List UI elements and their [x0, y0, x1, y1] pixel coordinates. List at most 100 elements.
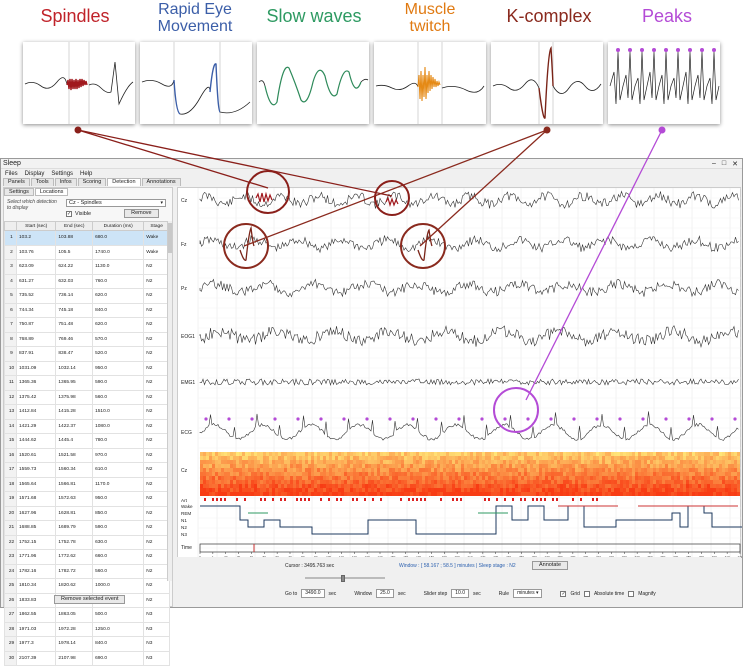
- spectrogram-cell: [257, 476, 260, 480]
- table-row[interactable]: 9 837.91 838.47 520.0 N2: [4, 346, 170, 362]
- spectrogram-cell: [239, 460, 242, 464]
- table-row[interactable]: 6 744.34 745.18 840.0 N2: [4, 302, 170, 318]
- spectrogram-cell: [620, 464, 623, 468]
- table-row[interactable]: 1 103.2 103.88 680.0 Wake: [4, 230, 170, 246]
- detection-select[interactable]: Cz - Spindles ▾: [66, 199, 166, 207]
- table-row[interactable]: 27 1862.55 1863.05 500.0 N3: [4, 607, 170, 623]
- tab-panels[interactable]: Panels: [3, 178, 30, 186]
- spectrogram-cell: [509, 476, 512, 480]
- tab-infos[interactable]: Infos: [54, 178, 77, 186]
- spectrogram-cell: [653, 484, 656, 488]
- table-row[interactable]: 4 631.27 632.03 760.0 N2: [4, 273, 170, 289]
- col-end[interactable]: End (sec): [55, 221, 94, 231]
- tab-tools[interactable]: Tools: [30, 178, 54, 186]
- spectrogram-cell: [434, 480, 437, 484]
- slider-step-input[interactable]: 10.0: [451, 589, 469, 598]
- spectrogram-cell: [464, 456, 467, 460]
- table-scrollbar[interactable]: [167, 221, 172, 581]
- spectrogram-cell: [485, 476, 488, 480]
- table-row[interactable]: 29 1977.3 1978.14 840.0 N3: [4, 636, 170, 652]
- spectrogram-cell: [428, 464, 431, 468]
- table-row[interactable]: 20 1627.96 1628.81 850.0 N2: [4, 505, 170, 521]
- rule-select[interactable]: minutes ▾: [513, 589, 543, 598]
- table-row[interactable]: 7 750.87 751.48 620.0 N2: [4, 317, 170, 333]
- goto-input[interactable]: 3490.0: [301, 589, 325, 598]
- close-icon[interactable]: ✕: [732, 160, 738, 168]
- artifact-marker: [412, 498, 414, 501]
- table-row[interactable]: 13 1412.84 1415.28 1510.0 N2: [4, 404, 170, 420]
- row-stage: N2: [143, 549, 170, 565]
- table-row[interactable]: 25 1810.34 1820.62 1000.0 N2: [4, 578, 170, 594]
- remove-selected-button[interactable]: Remove selected event: [54, 595, 126, 604]
- menu-files[interactable]: Files: [5, 170, 18, 177]
- table-row[interactable]: 19 1571.68 1572.63 950.0 N2: [4, 491, 170, 507]
- table-row[interactable]: 22 1752.15 1752.78 630.0 N2: [4, 534, 170, 550]
- table-row[interactable]: 10 1031.09 1032.14 950.0 N2: [4, 360, 170, 376]
- visible-checkbox[interactable]: ✓: [66, 210, 72, 217]
- row-end: 1628.81: [55, 505, 94, 521]
- tab-annotations[interactable]: Annotations: [141, 178, 181, 186]
- table-row[interactable]: 21 1688.85 1689.79 590.0 N2: [4, 520, 170, 536]
- col-start[interactable]: Start (sec): [15, 221, 57, 231]
- table-row[interactable]: 12 1375.42 1375.98 560.0 N2: [4, 389, 170, 405]
- table-row[interactable]: 8 768.89 769.46 570.0 N2: [4, 331, 170, 347]
- spectrogram-cell: [650, 484, 653, 488]
- maximize-icon[interactable]: □: [721, 159, 727, 167]
- spectrogram-cell: [491, 456, 494, 460]
- grid-checkbox[interactable]: ✓: [560, 590, 567, 597]
- spectrogram-cell: [392, 464, 395, 468]
- table-row[interactable]: 24 1782.16 1782.72 560.0 N2: [4, 563, 170, 579]
- spectrogram-cell: [656, 452, 659, 456]
- spectrogram-cell: [368, 468, 371, 472]
- spectrogram-cell: [533, 492, 536, 496]
- spectrogram-cell: [566, 464, 569, 468]
- slider-handle[interactable]: [341, 575, 345, 582]
- spectrogram-cell: [224, 480, 227, 484]
- spectrogram-cell: [482, 488, 485, 492]
- col-stage[interactable]: Stage: [143, 221, 170, 231]
- tab-scoring[interactable]: Scoring: [77, 178, 107, 186]
- remove-button[interactable]: Remove: [124, 209, 159, 218]
- row-stage: N2: [143, 462, 170, 478]
- table-row[interactable]: 3 623.09 624.22 1130.0 N2: [4, 259, 170, 275]
- signal-canvas[interactable]: CzFzPzEOG1EMG1ECGCzArtWakeREMN1N2N3Time0…: [178, 187, 743, 559]
- table-row[interactable]: 15 1444.62 1445.4 780.0 N2: [4, 433, 170, 449]
- menu-settings[interactable]: Settings: [51, 170, 74, 177]
- table-row[interactable]: 18 1565.64 1566.81 1170.0 N2: [4, 476, 170, 492]
- spectrogram-cell: [638, 492, 641, 496]
- menu-help[interactable]: Help: [80, 170, 93, 177]
- scrollbar-thumb[interactable]: [168, 223, 172, 253]
- spectrogram-cell: [320, 472, 323, 476]
- spectrogram-cell: [683, 456, 686, 460]
- absolute-time-checkbox[interactable]: [583, 590, 590, 597]
- minimize-icon[interactable]: –: [711, 159, 716, 167]
- spectrogram-cell: [701, 492, 704, 496]
- spectrogram-cell: [503, 456, 506, 460]
- table-row[interactable]: 16 1520.61 1521.58 970.0 N2: [4, 447, 170, 463]
- magnify-checkbox[interactable]: [628, 590, 635, 597]
- time-slider[interactable]: [305, 575, 385, 582]
- row-stage: N2: [143, 302, 170, 318]
- table-row[interactable]: 17 1559.73 1560.34 610.0 N2: [4, 462, 170, 478]
- hypno-label: N3: [181, 532, 187, 537]
- col-duration[interactable]: Duration (ms): [92, 221, 145, 231]
- spectrogram-cell: [356, 488, 359, 492]
- table-row[interactable]: 30 2107.39 2107.98 690.0 N3: [4, 650, 170, 666]
- tab-locations[interactable]: Locations: [34, 188, 69, 196]
- table-row[interactable]: 23 1771.96 1772.62 660.0 N2: [4, 549, 170, 565]
- menu-display[interactable]: Display: [24, 170, 45, 177]
- tab-settings[interactable]: Settings: [4, 188, 34, 196]
- row-start: 1862.55: [15, 607, 57, 623]
- spectrogram-cell: [212, 480, 215, 484]
- table-row[interactable]: 2 103.76 105.5 1740.0 Wake: [4, 244, 170, 260]
- window-input[interactable]: 25.0: [376, 589, 394, 598]
- annotate-button[interactable]: Annotate: [532, 561, 569, 570]
- table-row[interactable]: 11 1365.36 1365.95 590.0 N2: [4, 375, 170, 391]
- table-row[interactable]: 5 735.52 736.14 620.0 N2: [4, 288, 170, 304]
- table-row[interactable]: 14 1421.29 1422.37 1080.0 N2: [4, 418, 170, 434]
- spectrogram-cell: [380, 480, 383, 484]
- spectrogram-cell: [251, 456, 254, 460]
- spectrogram-cell: [452, 488, 455, 492]
- tab-detection[interactable]: Detection: [107, 178, 141, 186]
- table-row[interactable]: 28 1971.03 1972.28 1250.0 N3: [4, 621, 170, 637]
